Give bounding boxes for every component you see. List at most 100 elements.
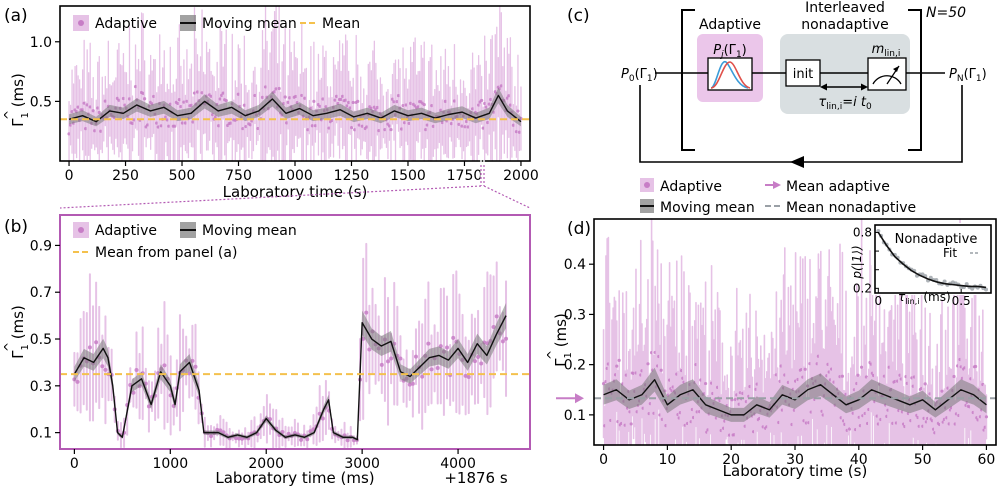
adaptive-point [87,345,92,350]
x-tick-label: 2000 [248,456,284,472]
adaptive-point [516,109,520,113]
adaptive-point [176,101,180,106]
moving-mean-band [603,367,987,422]
panel-b-legend: Adaptive Moving mean Mean from panel (a) [73,222,297,261]
adaptive-point [93,129,97,133]
x-tick-label: 1000 [152,456,188,472]
adaptive-point [464,119,469,124]
adaptive-point [286,100,290,104]
adaptive-point [100,364,105,369]
adaptive-point [132,118,136,122]
adaptive-point [511,123,516,127]
adaptive-point [185,99,189,103]
panel-d-legend: Adaptive Moving mean Mean adaptive Mean … [640,178,916,216]
adaptive-point [75,379,80,384]
feedback-arrow [790,156,804,168]
adaptive-point [500,339,505,344]
adaptive-point [463,373,468,378]
adaptive-point [141,91,145,95]
panel-c-schematic: (c) N=50 Adaptive Interleaved nonadaptiv… [567,0,987,168]
adaptive-point [445,345,450,350]
panel-b-xlabel: Laboratory time (ms) [215,469,374,486]
zoom-indicator [59,160,531,209]
adaptive-point [402,121,407,125]
adaptive-point [483,101,487,106]
inset-x-tick-label: 0.5 [952,294,971,308]
legend-b-adaptive: Adaptive [95,223,157,239]
adaptive-point [173,124,177,128]
adaptive-point [398,356,403,361]
adaptive-point [88,105,92,109]
adaptive-point [472,359,477,364]
adaptive-point [387,124,392,128]
legend-moving-mean: Moving mean [202,16,297,32]
adaptive-point [318,104,322,108]
panel-a-plot [60,5,530,162]
adaptive-point [479,361,484,366]
adaptive-point [313,124,318,128]
svg-text:^: ^ [2,342,16,352]
adaptive-point [399,127,404,131]
x-tick-label: 750 [225,168,252,184]
adaptive-point [856,373,860,377]
adaptive-point [217,124,221,128]
adaptive-point [499,84,503,88]
panel-d-xlabel: Laboratory time (s) [723,462,868,480]
inset-xlabel: τlin,i (ms) [898,290,951,306]
adaptive-point [383,128,387,132]
adaptive-point [310,124,314,128]
adaptive-point [103,367,108,372]
nonadaptive-title-1: Interleaved [805,0,885,16]
adaptive-point [134,368,139,373]
adaptive-point [159,124,163,128]
y-tick-label: 0.3 [30,379,52,395]
adaptive-point [244,124,248,129]
adaptive-point [443,99,447,103]
adaptive-point [283,95,287,99]
adaptive-point [424,127,428,132]
x-tick-label: 1250 [334,168,370,184]
adaptive-point [430,104,434,108]
x-tick-label: 250 [112,168,139,184]
adaptive-point [357,123,361,127]
x-tick-label: 1000 [277,168,313,184]
adaptive-point [480,98,484,103]
adaptive-point [410,381,415,386]
nonadaptive-box [780,34,910,114]
adaptive-point [103,99,107,103]
legend-d-mean-adaptive: Mean adaptive [786,179,890,195]
adaptive-point [167,124,171,128]
adaptive-point [164,115,168,119]
adaptive-point [99,129,103,133]
adaptive-point [629,422,633,426]
inset-point [942,279,947,284]
adaptive-point [481,126,485,130]
pj-curve-blue [710,61,749,89]
adaptive-point [300,93,304,98]
adaptive-point [984,415,989,419]
moving-mean-line [73,315,507,441]
adaptive-point [514,130,519,134]
adaptive-point [221,91,225,95]
adaptive-point [487,102,491,106]
adaptive-point [451,335,456,340]
adaptive-point [377,129,381,133]
panel-d-inset: 0 0.5 0.2 0.8 Nonadaptive Fit τlin,i (ms) p… [850,223,994,308]
panel-a-ylabel: Γ1 (ms) ^ [2,73,31,127]
adaptive-point [460,124,464,128]
adaptive-point [420,374,425,379]
adaptive-point [494,314,499,319]
adaptive-point [162,363,167,368]
adaptive-point [840,374,845,378]
adaptive-point [285,121,289,125]
repeat-count: N=50 [926,5,966,21]
adaptive-point [193,364,198,369]
x-tick-label: 1500 [390,168,426,184]
bracket-left [681,9,695,151]
inset-ylabel: p(|1⟩) [850,245,864,279]
x-tick-label: 500 [169,168,196,184]
adaptive-point [601,382,606,386]
svg-text:^: ^ [2,110,16,120]
adaptive-point [256,126,260,131]
inset-fit-line [877,232,987,289]
